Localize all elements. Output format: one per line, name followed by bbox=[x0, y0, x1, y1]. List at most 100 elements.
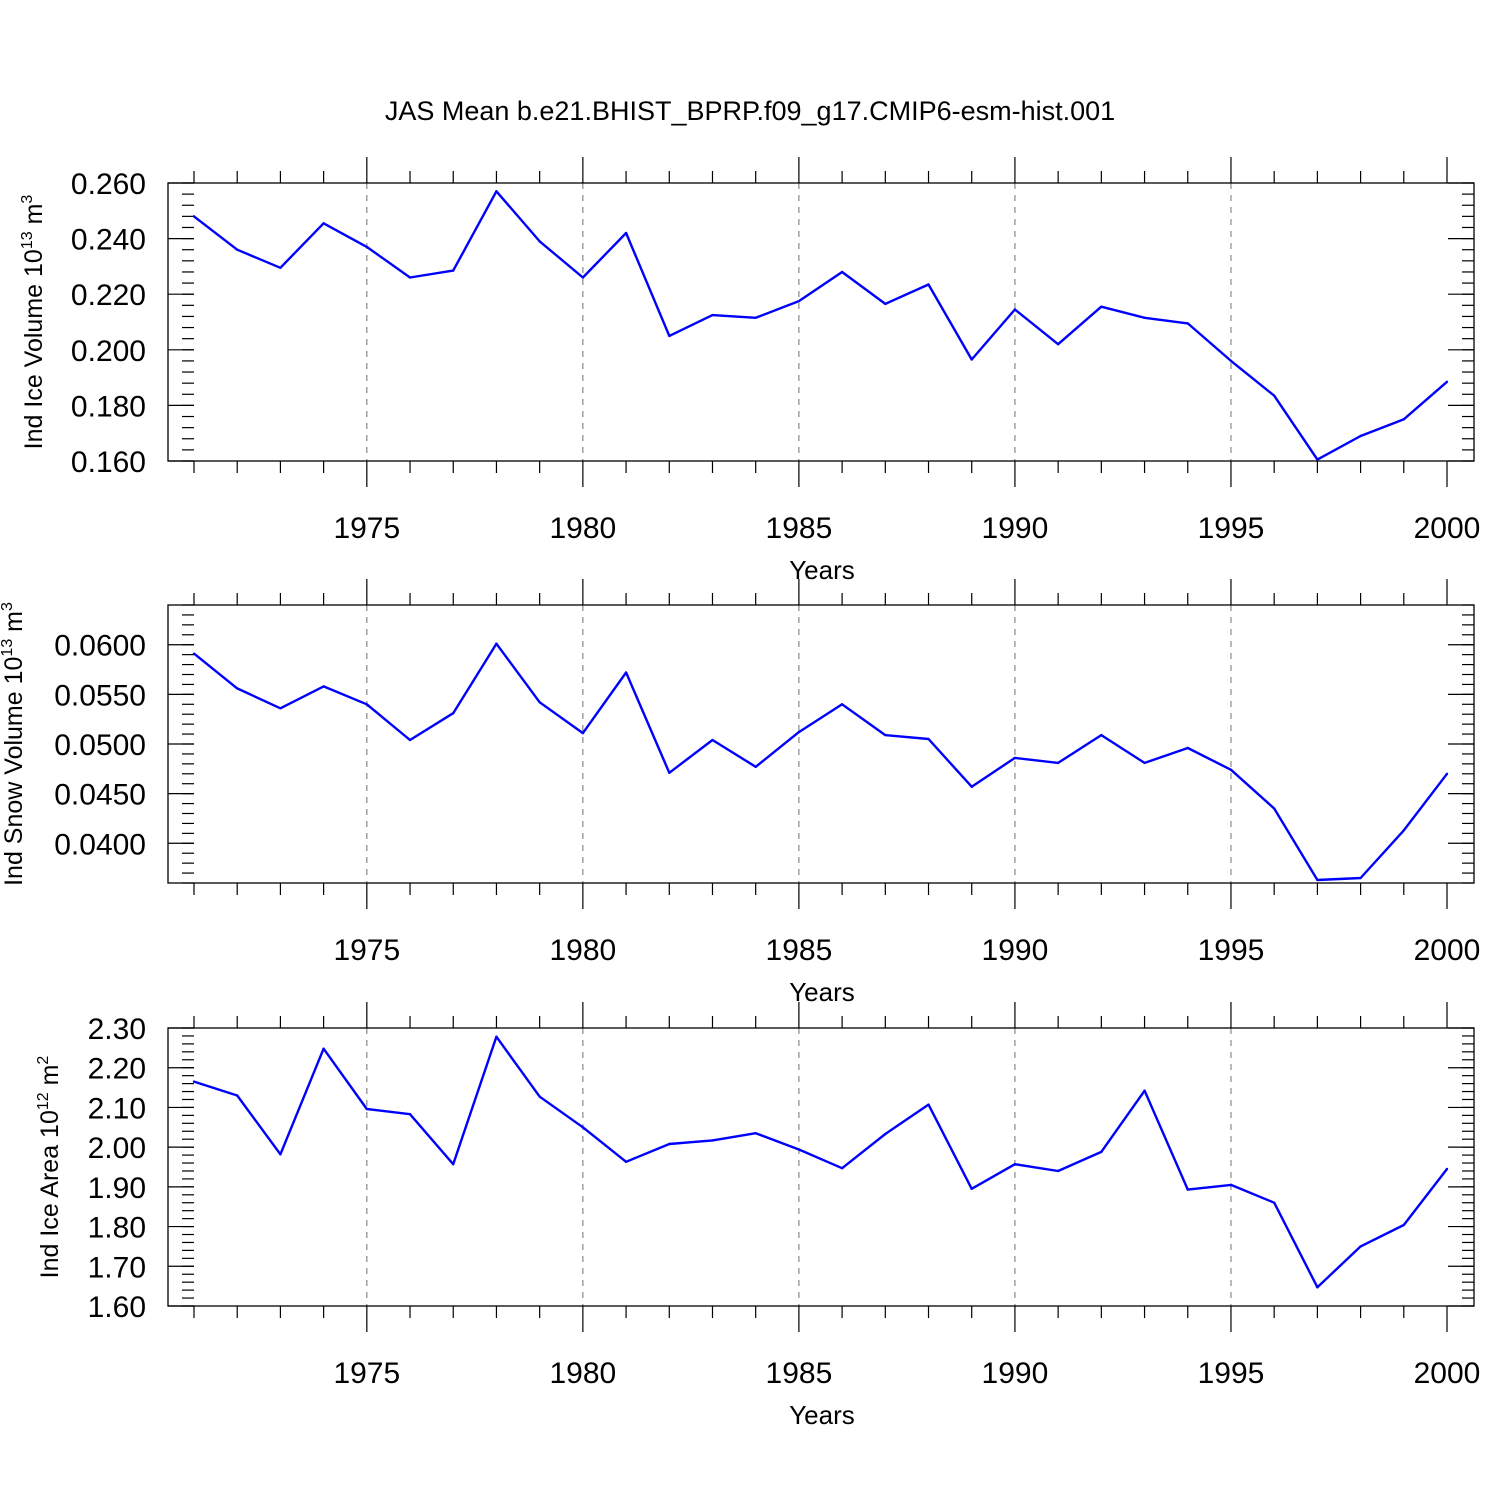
data-point bbox=[711, 738, 714, 742]
data-point bbox=[1186, 1188, 1189, 1191]
data-point bbox=[1100, 733, 1103, 737]
y-tick-label: 0.220 bbox=[71, 279, 146, 312]
data-point bbox=[1445, 1167, 1449, 1171]
x-tick-label: 1990 bbox=[982, 934, 1049, 967]
data-point bbox=[668, 334, 671, 338]
data-point bbox=[1272, 394, 1276, 397]
x-tick-label: 1975 bbox=[333, 934, 400, 967]
data-point bbox=[927, 737, 930, 741]
y-tick-label: 0.0400 bbox=[54, 828, 146, 861]
data-point bbox=[1013, 308, 1017, 311]
data-point bbox=[581, 1126, 585, 1129]
data-point bbox=[624, 671, 628, 674]
x-tick-label: 1995 bbox=[1198, 1357, 1265, 1390]
data-point bbox=[322, 1047, 325, 1050]
x-tick-label: 1975 bbox=[333, 1357, 400, 1390]
data-point bbox=[797, 1148, 801, 1151]
data-point bbox=[1013, 756, 1017, 760]
x-tick-label: 2000 bbox=[1414, 512, 1481, 545]
data-point bbox=[970, 1187, 973, 1191]
y-tick-label: 0.0550 bbox=[54, 679, 146, 712]
y-tick-label: 0.0500 bbox=[54, 729, 146, 762]
data-point bbox=[840, 1166, 844, 1170]
data-point bbox=[1402, 1223, 1405, 1227]
data-point bbox=[495, 642, 498, 645]
plot-frame bbox=[167, 604, 1475, 884]
data-point bbox=[1100, 1150, 1103, 1154]
y-label-unit: m bbox=[0, 611, 28, 639]
data-point bbox=[408, 738, 412, 742]
data-point bbox=[236, 687, 239, 690]
data-point bbox=[711, 313, 714, 317]
data-point bbox=[970, 785, 973, 788]
data-point bbox=[322, 222, 325, 225]
data-point bbox=[192, 1080, 196, 1083]
data-point bbox=[668, 1142, 671, 1146]
data-point bbox=[408, 276, 412, 279]
data-point bbox=[884, 1132, 887, 1136]
data-point bbox=[970, 358, 973, 361]
data-point bbox=[1316, 878, 1319, 882]
y-tick-label: 0.0600 bbox=[54, 630, 146, 663]
data-point bbox=[754, 765, 757, 769]
data-point bbox=[1359, 1245, 1362, 1248]
data-point bbox=[1186, 746, 1189, 750]
y-tick-label: 2.20 bbox=[88, 1053, 146, 1086]
data-point bbox=[1359, 434, 1362, 438]
data-point bbox=[1143, 1089, 1146, 1092]
data-point bbox=[1445, 380, 1449, 383]
y-label-unit-exponent: 3 bbox=[19, 195, 36, 204]
x-axis-label: Years bbox=[789, 977, 855, 1007]
data-point bbox=[279, 707, 282, 710]
x-tick-label: 1980 bbox=[549, 1357, 616, 1390]
data-point bbox=[236, 1094, 239, 1097]
data-point bbox=[452, 269, 455, 272]
x-tick-label: 1995 bbox=[1198, 512, 1265, 545]
data-point bbox=[797, 299, 801, 303]
data-point bbox=[1359, 876, 1362, 880]
data-point bbox=[1013, 1163, 1017, 1166]
data-point bbox=[538, 240, 541, 243]
y-tick-label: 0.200 bbox=[71, 335, 146, 368]
data-point bbox=[797, 730, 801, 734]
x-tick-label: 1975 bbox=[333, 512, 400, 545]
x-tick-label: 2000 bbox=[1414, 1357, 1481, 1390]
data-point bbox=[1056, 343, 1060, 346]
y-tick-label: 2.00 bbox=[88, 1132, 146, 1165]
y-tick-label: 2.30 bbox=[88, 1013, 146, 1046]
data-point bbox=[1056, 1169, 1060, 1173]
y-axis-label: Ind Ice Volume 1013 m3 bbox=[19, 195, 48, 450]
data-point bbox=[840, 270, 844, 274]
x-tick-label: 1980 bbox=[549, 934, 616, 967]
y-axis-label: Ind Snow Volume 1013 m3 bbox=[0, 602, 28, 886]
y-axis-label: Ind Ice Area 1012 m2 bbox=[35, 1056, 64, 1279]
data-point bbox=[1229, 1183, 1233, 1187]
data-point bbox=[192, 215, 196, 218]
chart-panel-2: 1975 1980 1985 1990 1995 2000 0.0400 0.0450 0.05… bbox=[0, 579, 1480, 1007]
y-tick-label: 1.60 bbox=[88, 1291, 146, 1324]
data-point bbox=[538, 701, 541, 704]
chart-panel-3: 1975 1980 1985 1990 1995 2000 1.60 1.70 1.80 1.90… bbox=[35, 1002, 1480, 1430]
x-tick-label: 1985 bbox=[766, 934, 833, 967]
data-point bbox=[581, 276, 585, 279]
data-point bbox=[236, 248, 239, 251]
y-tick-label: 1.80 bbox=[88, 1212, 146, 1245]
data-point bbox=[1272, 1201, 1276, 1204]
data-point bbox=[192, 652, 196, 655]
data-point bbox=[1272, 807, 1276, 810]
x-tick-label: 1990 bbox=[982, 1357, 1049, 1390]
y-tick-label: 1.90 bbox=[88, 1172, 146, 1205]
y-label-unit-exponent: 3 bbox=[0, 602, 16, 611]
x-tick-label: 1990 bbox=[982, 512, 1049, 545]
data-point bbox=[538, 1095, 541, 1098]
data-point bbox=[711, 1139, 714, 1142]
x-axis-label: Years bbox=[789, 555, 855, 585]
data-point bbox=[1229, 768, 1233, 772]
series-line bbox=[193, 642, 1448, 882]
plot-frame bbox=[167, 182, 1475, 462]
data-point bbox=[1402, 829, 1405, 832]
data-point bbox=[1316, 458, 1319, 461]
x-tick-label: 2000 bbox=[1414, 934, 1481, 967]
y-label-text: Ind Ice Area 10 bbox=[36, 1110, 64, 1278]
